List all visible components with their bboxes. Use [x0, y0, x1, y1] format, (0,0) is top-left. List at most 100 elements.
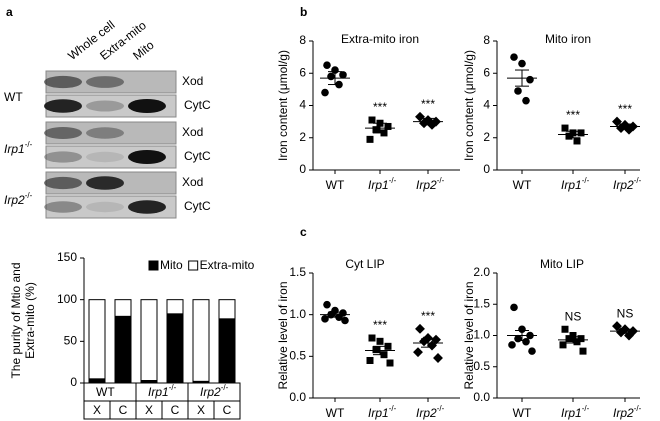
group-label-sup: -/-	[169, 383, 177, 392]
data-point	[522, 337, 530, 346]
x-tick-label-sup: -/-	[389, 404, 397, 413]
data-point	[386, 359, 394, 367]
data-point	[376, 337, 384, 345]
data-point	[368, 116, 376, 124]
bar-segment	[114, 315, 132, 384]
y-tick-label: 1.0	[289, 307, 306, 321]
blot-band	[44, 127, 82, 139]
protein-label: CytC	[184, 98, 211, 112]
blot-band	[86, 127, 124, 139]
x-tick-label: Irp1-/-	[368, 404, 397, 420]
genotype-label-sup: -/-	[25, 140, 33, 149]
data-point	[510, 303, 518, 312]
data-point	[624, 124, 634, 135]
x-tick-label-sup: -/-	[582, 176, 590, 185]
bar-segment	[218, 299, 236, 320]
panel-label: a	[6, 5, 13, 19]
y-tick-label: 4	[483, 98, 490, 112]
data-point	[577, 129, 585, 137]
genotype-label: Irp2-/-	[4, 191, 33, 207]
data-point	[384, 342, 392, 350]
x-tick-label-base: Irp1	[561, 178, 582, 192]
x-tick-label: WT	[326, 178, 345, 192]
x-tick-label: Irp2-/-	[613, 404, 642, 420]
y-tick-label: 0	[483, 162, 490, 176]
data-point	[559, 341, 567, 349]
x-tick-label-sup: -/-	[582, 404, 590, 413]
x-tick-label: X	[93, 403, 101, 417]
legend-label: Mito	[160, 258, 183, 272]
x-tick-label: WT	[513, 178, 532, 192]
blot-band	[86, 100, 124, 112]
y-tick-label: 8	[483, 33, 490, 47]
data-point	[433, 353, 443, 363]
data-point	[321, 88, 329, 97]
data-point	[384, 122, 392, 130]
chart-title: Mito LIP	[540, 257, 584, 271]
legend-swatch	[148, 260, 159, 271]
y-tick-label: 150	[57, 250, 77, 264]
data-point	[366, 135, 374, 143]
x-tick-label: C	[171, 403, 180, 417]
legend-swatch	[188, 260, 199, 271]
x-tick-label-sup: -/-	[634, 404, 642, 413]
bar-segment	[218, 318, 236, 384]
data-point	[327, 72, 335, 81]
y-tick-label: 0	[299, 162, 306, 176]
annotation: ***	[373, 318, 387, 332]
annotation: ***	[373, 100, 387, 114]
bar-segment	[192, 299, 210, 382]
blot-band	[128, 99, 166, 113]
x-tick-label-sup: -/-	[389, 176, 397, 185]
data-point	[415, 323, 425, 334]
group-label-base: Irp1	[148, 385, 169, 399]
x-tick-label-base: Irp2	[416, 178, 437, 192]
error-bar	[515, 69, 529, 87]
error-bar	[373, 345, 387, 356]
x-tick-label: Irp2-/-	[416, 404, 445, 420]
data-point	[510, 53, 518, 61]
data-point	[579, 347, 587, 355]
data-point	[573, 338, 581, 346]
error-bar	[328, 71, 342, 86]
y-tick-label: 0.0	[473, 390, 490, 404]
data-point	[518, 325, 526, 334]
panel-label: b	[300, 5, 307, 19]
y-axis-label: The purity of Mtio and	[9, 262, 23, 378]
blot-band	[86, 201, 124, 213]
y-tick-label: 0.0	[289, 390, 306, 404]
data-point	[321, 315, 329, 323]
error-bar	[618, 328, 632, 334]
genotype-label: WT	[4, 90, 23, 104]
error-bar	[618, 123, 632, 130]
chart-title: Mito iron	[545, 32, 591, 46]
blot-band	[86, 176, 124, 190]
y-tick-label: 100	[57, 292, 77, 306]
blot-band	[128, 200, 166, 214]
y-axis-label: Iron content (μmol/g)	[276, 50, 290, 161]
bar-segment	[166, 299, 184, 315]
x-tick-label: C	[119, 403, 128, 417]
y-tick-label: 4	[299, 98, 306, 112]
data-point	[372, 126, 380, 134]
y-tick-label: 2	[299, 130, 306, 144]
data-point	[341, 316, 349, 325]
x-tick-label: X	[145, 403, 153, 417]
data-point	[565, 132, 573, 140]
data-point	[565, 335, 573, 343]
x-tick-label-base: Irp1	[561, 406, 582, 420]
data-point	[413, 347, 423, 358]
x-tick-label: Irp1-/-	[368, 176, 397, 192]
annotation: ***	[566, 108, 580, 122]
x-tick-label-sup: -/-	[437, 404, 445, 413]
protein-label: Xod	[182, 175, 203, 189]
x-tick-label: WT	[513, 406, 532, 420]
y-axis-label: Iron content (μmol/g)	[462, 50, 476, 161]
data-point	[323, 61, 331, 69]
data-point	[514, 87, 522, 95]
y-tick-label: 6	[299, 65, 306, 79]
y-tick-label: 0	[70, 375, 77, 389]
data-point	[616, 123, 626, 134]
annotation: NS	[617, 306, 634, 320]
legend-label: Extra-mito	[200, 258, 255, 272]
